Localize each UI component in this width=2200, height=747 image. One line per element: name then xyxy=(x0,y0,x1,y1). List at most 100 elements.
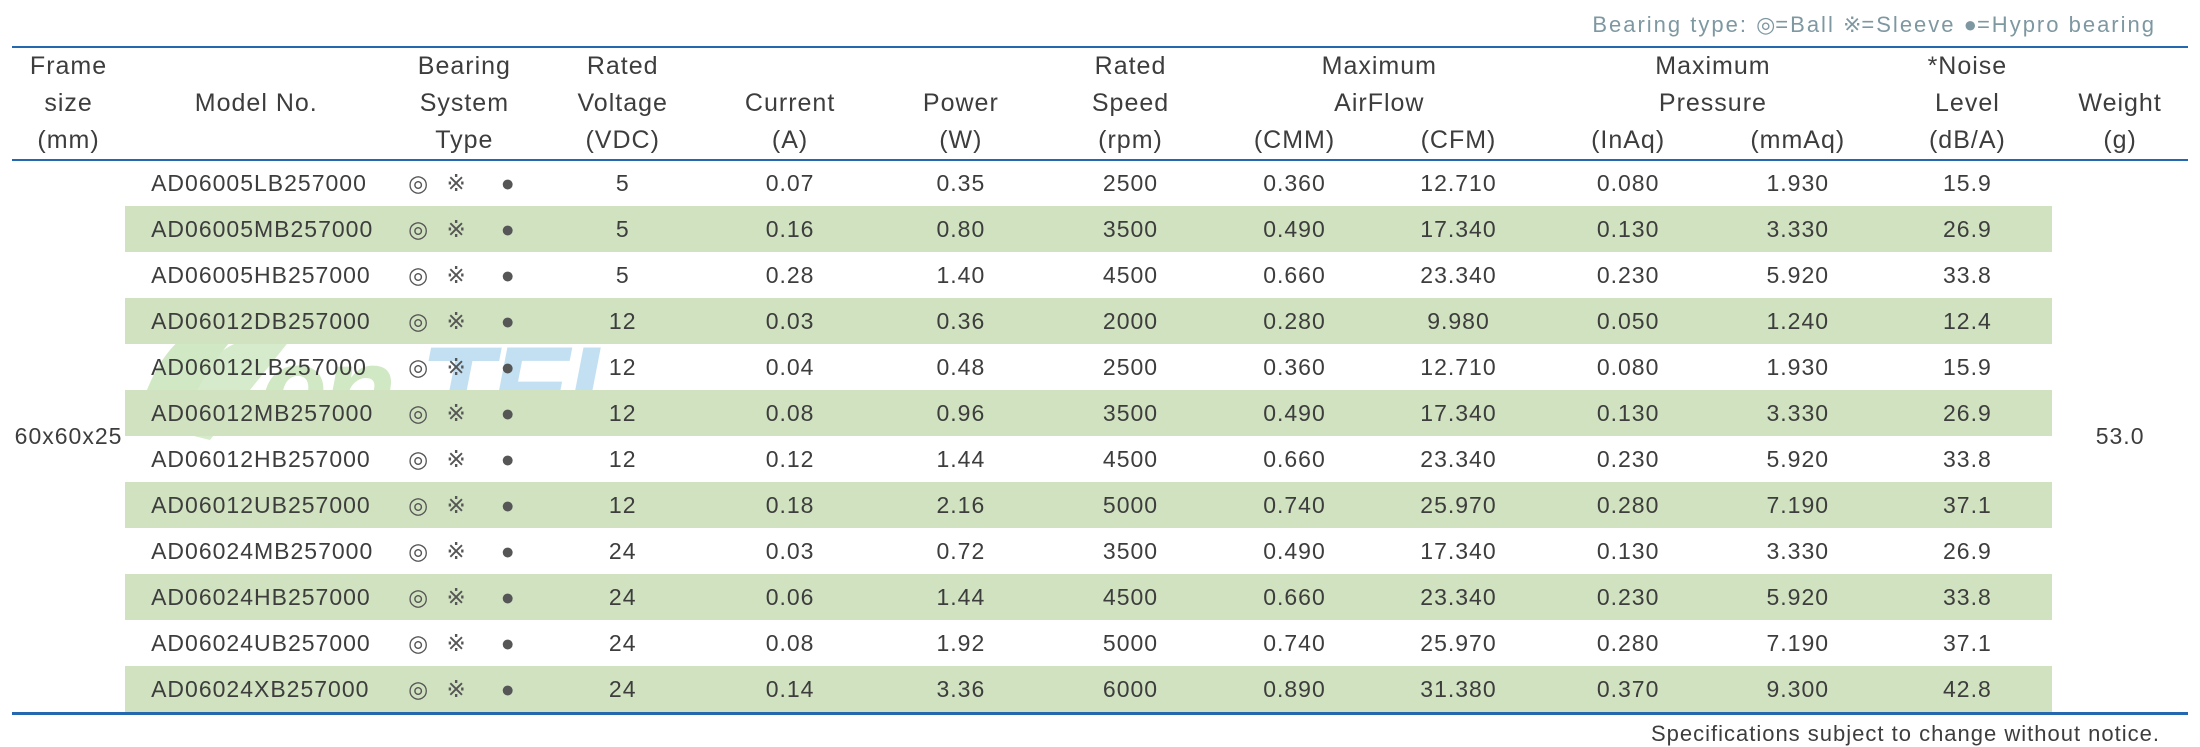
inaq-cell: 0.050 xyxy=(1543,298,1713,344)
header-cell: System xyxy=(387,85,541,122)
speed-cell: 5000 xyxy=(1046,620,1216,666)
bearing-cell: ◎ ※ ● xyxy=(387,390,541,436)
cfm-cell: 12.710 xyxy=(1374,344,1544,390)
speed-cell: 2000 xyxy=(1046,298,1216,344)
table-row: AD06024HB257000◎ ※ ●240.061.4445000.6602… xyxy=(12,574,2188,620)
model-cell: AD06012HB257000 xyxy=(125,436,387,482)
voltage-cell: 5 xyxy=(541,252,704,298)
header-cell: (W) xyxy=(876,122,1046,159)
legend-label: Bearing type: xyxy=(1592,12,1748,37)
footer-note: Specifications subject to change without… xyxy=(0,715,2200,747)
noise-cell: 26.9 xyxy=(1883,528,2053,574)
current-cell: 0.04 xyxy=(704,344,876,390)
header-cell: (CFM) xyxy=(1374,122,1544,159)
model-cell: AD06012DB257000 xyxy=(125,298,387,344)
header-cell xyxy=(876,47,1046,85)
spec-table: FrameBearingRatedRatedMaximumMaximum*Noi… xyxy=(12,46,2188,712)
cfm-cell: 17.340 xyxy=(1374,528,1544,574)
cmm-cell: 0.360 xyxy=(1215,344,1373,390)
voltage-cell: 12 xyxy=(541,436,704,482)
cmm-cell: 0.490 xyxy=(1215,206,1373,252)
bearing-cell: ◎ ※ ● xyxy=(387,436,541,482)
voltage-cell: 24 xyxy=(541,666,704,712)
voltage-cell: 5 xyxy=(541,206,704,252)
noise-cell: 37.1 xyxy=(1883,482,2053,528)
header-cell: (mm) xyxy=(12,122,125,159)
power-cell: 1.44 xyxy=(876,574,1046,620)
cfm-cell: 17.340 xyxy=(1374,390,1544,436)
model-cell: AD06005LB257000 xyxy=(125,160,387,206)
noise-cell: 15.9 xyxy=(1883,160,2053,206)
mmaq-cell: 7.190 xyxy=(1713,482,1883,528)
cmm-cell: 0.660 xyxy=(1215,252,1373,298)
current-cell: 0.14 xyxy=(704,666,876,712)
cmm-cell: 0.490 xyxy=(1215,528,1373,574)
header-cell: Rated xyxy=(541,47,704,85)
bearing-cell: ◎ ※ ● xyxy=(387,206,541,252)
mmaq-cell: 1.930 xyxy=(1713,160,1883,206)
inaq-cell: 0.080 xyxy=(1543,344,1713,390)
inaq-cell: 0.370 xyxy=(1543,666,1713,712)
bearing-type-legend: Bearing type: ◎=Ball ※=Sleeve ●=Hypro be… xyxy=(0,0,2200,46)
model-cell: AD06012MB257000 xyxy=(125,390,387,436)
power-cell: 0.35 xyxy=(876,160,1046,206)
speed-cell: 4500 xyxy=(1046,436,1216,482)
mmaq-cell: 5.920 xyxy=(1713,252,1883,298)
noise-cell: 42.8 xyxy=(1883,666,2053,712)
model-cell: AD06024HB257000 xyxy=(125,574,387,620)
current-cell: 0.03 xyxy=(704,528,876,574)
power-cell: 3.36 xyxy=(876,666,1046,712)
inaq-cell: 0.130 xyxy=(1543,206,1713,252)
inaq-cell: 0.230 xyxy=(1543,436,1713,482)
power-cell: 0.48 xyxy=(876,344,1046,390)
table-row: 60x60x25AD06005LB257000◎ ※ ●50.070.35250… xyxy=(12,160,2188,206)
voltage-cell: 12 xyxy=(541,298,704,344)
mmaq-cell: 1.240 xyxy=(1713,298,1883,344)
header-cell: (InAq) xyxy=(1543,122,1713,159)
header-cell: Type xyxy=(387,122,541,159)
cfm-cell: 23.340 xyxy=(1374,252,1544,298)
power-cell: 1.92 xyxy=(876,620,1046,666)
header-cell: Pressure xyxy=(1543,85,1882,122)
cfm-cell: 25.970 xyxy=(1374,482,1544,528)
header-row: sizeModel No.SystemVoltageCurrentPowerSp… xyxy=(12,85,2188,122)
voltage-cell: 12 xyxy=(541,344,704,390)
legend-hypro-sym: ● xyxy=(1964,12,1977,37)
model-cell: AD06024XB257000 xyxy=(125,666,387,712)
inaq-cell: 0.230 xyxy=(1543,252,1713,298)
current-cell: 0.16 xyxy=(704,206,876,252)
current-cell: 0.03 xyxy=(704,298,876,344)
cfm-cell: 12.710 xyxy=(1374,160,1544,206)
cmm-cell: 0.740 xyxy=(1215,620,1373,666)
legend-ball-sym: ◎ xyxy=(1756,12,1775,37)
table-row: AD06012LB257000◎ ※ ●120.040.4825000.3601… xyxy=(12,344,2188,390)
speed-cell: 4500 xyxy=(1046,252,1216,298)
table-header: FrameBearingRatedRatedMaximumMaximum*Noi… xyxy=(12,47,2188,160)
mmaq-cell: 7.190 xyxy=(1713,620,1883,666)
table-body: 60x60x25AD06005LB257000◎ ※ ●50.070.35250… xyxy=(12,160,2188,712)
mmaq-cell: 3.330 xyxy=(1713,528,1883,574)
bearing-cell: ◎ ※ ● xyxy=(387,482,541,528)
mmaq-cell: 3.330 xyxy=(1713,390,1883,436)
table-row: AD06012UB257000◎ ※ ●120.182.1650000.7402… xyxy=(12,482,2188,528)
model-cell: AD06012UB257000 xyxy=(125,482,387,528)
cfm-cell: 31.380 xyxy=(1374,666,1544,712)
header-cell: Weight xyxy=(2052,85,2188,122)
bearing-cell: ◎ ※ ● xyxy=(387,666,541,712)
mmaq-cell: 5.920 xyxy=(1713,574,1883,620)
mmaq-cell: 9.300 xyxy=(1713,666,1883,712)
speed-cell: 5000 xyxy=(1046,482,1216,528)
noise-cell: 26.9 xyxy=(1883,390,2053,436)
inaq-cell: 0.280 xyxy=(1543,482,1713,528)
bearing-cell: ◎ ※ ● xyxy=(387,298,541,344)
noise-cell: 33.8 xyxy=(1883,436,2053,482)
power-cell: 0.72 xyxy=(876,528,1046,574)
header-cell: Maximum xyxy=(1215,47,1543,85)
header-cell: *Noise xyxy=(1883,47,2053,85)
header-cell xyxy=(704,47,876,85)
voltage-cell: 5 xyxy=(541,160,704,206)
noise-cell: 26.9 xyxy=(1883,206,2053,252)
table-row: AD06012MB257000◎ ※ ●120.080.9635000.4901… xyxy=(12,390,2188,436)
header-cell: Bearing xyxy=(387,47,541,85)
current-cell: 0.28 xyxy=(704,252,876,298)
